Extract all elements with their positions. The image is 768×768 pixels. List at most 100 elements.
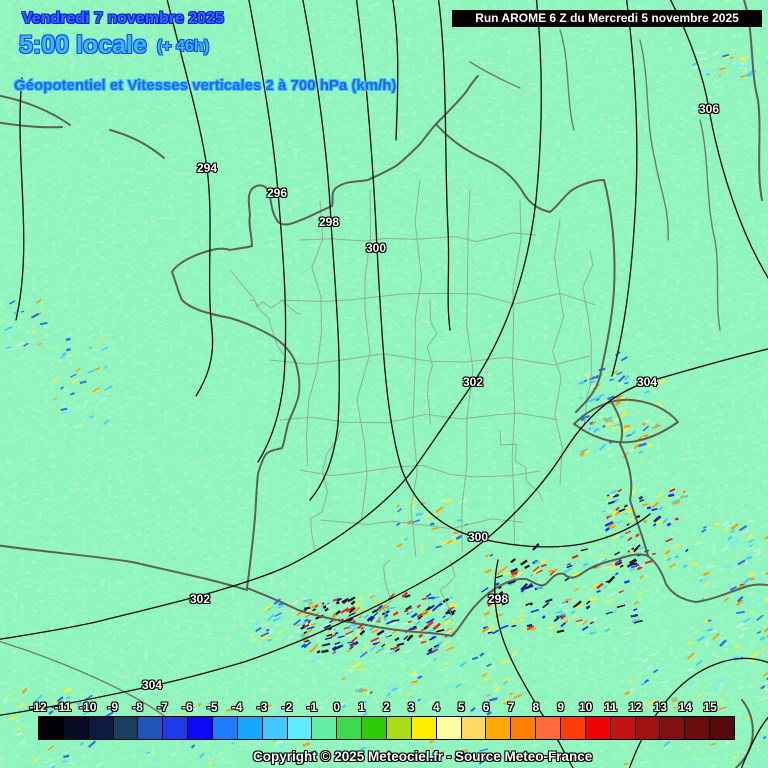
velocity-speckle	[336, 597, 342, 602]
velocity-speckle	[616, 520, 623, 524]
department-boundary	[305, 199, 324, 466]
velocity-speckle	[630, 564, 640, 569]
velocity-speckle	[644, 560, 653, 564]
colorbar-label: 15	[703, 700, 717, 714]
velocity-speckle	[688, 680, 697, 687]
velocity-speckle	[405, 711, 412, 716]
velocity-speckle	[332, 597, 340, 602]
velocity-speckle	[448, 609, 456, 615]
velocity-speckle	[591, 420, 597, 426]
velocity-speckle	[638, 680, 646, 686]
department-boundary	[269, 353, 591, 366]
velocity-speckle	[31, 330, 36, 335]
velocity-speckle	[580, 548, 588, 552]
velocity-speckle	[748, 659, 755, 662]
contour-label-298: 298	[318, 215, 340, 229]
velocity-speckle	[525, 674, 530, 678]
velocity-speckle	[304, 614, 311, 619]
velocity-speckle	[486, 663, 492, 668]
velocity-speckle	[520, 559, 528, 566]
velocity-speckle	[111, 701, 115, 704]
contour-line-298	[302, 0, 340, 501]
velocity-speckle	[392, 611, 396, 615]
velocity-speckle	[719, 682, 724, 686]
velocity-speckle	[631, 618, 637, 624]
velocity-speckle	[722, 527, 729, 532]
velocity-speckle	[16, 727, 21, 731]
velocity-speckle	[502, 677, 510, 683]
velocity-speckle	[349, 666, 355, 671]
velocity-speckle	[75, 367, 81, 373]
colorbar-label: 6	[482, 700, 490, 714]
velocity-speckle	[432, 657, 438, 661]
velocity-speckle	[691, 62, 698, 67]
velocity-speckle	[605, 580, 611, 583]
velocity-speckle	[746, 546, 754, 551]
velocity-speckle	[628, 516, 635, 522]
colorbar-cell	[635, 717, 661, 739]
velocity-speckle	[103, 418, 110, 425]
velocity-speckle	[348, 668, 355, 673]
velocity-speckle	[318, 624, 326, 630]
velocity-speckle	[696, 50, 706, 55]
velocity-speckle	[431, 645, 441, 652]
velocity-speckle	[612, 493, 620, 498]
velocity-speckle	[564, 619, 569, 624]
velocity-speckle	[306, 626, 315, 630]
velocity-speckle	[630, 613, 639, 618]
velocity-speckle	[626, 523, 630, 527]
contour-line	[740, 716, 768, 768]
velocity-speckle	[441, 750, 445, 754]
department-boundary	[299, 464, 540, 478]
velocity-speckle	[596, 582, 604, 590]
colorbar-cell	[113, 717, 139, 739]
velocity-speckle	[325, 609, 331, 615]
velocity-speckle	[589, 597, 598, 602]
velocity-speckle	[404, 656, 410, 660]
velocity-speckle	[718, 706, 727, 711]
velocity-speckle	[501, 565, 508, 572]
velocity-speckle	[604, 526, 610, 532]
velocity-speckle	[291, 609, 296, 613]
velocity-speckle	[489, 624, 494, 628]
velocity-speckle	[39, 321, 48, 326]
velocity-speckle	[669, 563, 676, 569]
velocity-speckle	[510, 574, 516, 579]
velocity-speckle	[315, 603, 323, 608]
velocity-speckle	[714, 522, 720, 527]
velocity-speckle	[739, 74, 747, 78]
velocity-speckle	[417, 675, 423, 680]
velocity-speckle	[19, 739, 26, 745]
velocity-speckle	[690, 562, 698, 567]
velocity-speckle	[604, 442, 609, 446]
velocity-speckle	[570, 610, 576, 615]
velocity-speckle	[217, 751, 224, 757]
velocity-speckle	[700, 597, 705, 601]
velocity-speckle	[82, 404, 87, 408]
velocity-speckle	[516, 570, 525, 577]
colorbar-label: 0	[333, 700, 341, 714]
velocity-speckle	[341, 704, 347, 709]
velocity-speckle	[658, 664, 662, 668]
velocity-speckle	[737, 559, 746, 566]
velocity-speckle	[710, 629, 718, 634]
velocity-speckle	[520, 583, 529, 591]
velocity-speckle	[65, 348, 71, 352]
contour-label-296: 296	[266, 186, 288, 200]
velocity-speckle	[580, 418, 586, 422]
velocity-speckle	[65, 696, 71, 700]
velocity-speckle	[564, 577, 570, 582]
velocity-speckle	[640, 760, 648, 765]
velocity-speckle	[316, 650, 321, 654]
velocity-speckle	[476, 707, 484, 714]
velocity-speckle	[595, 398, 600, 401]
velocity-speckle	[369, 616, 376, 622]
colorbar-cell	[337, 717, 363, 739]
velocity-speckle	[459, 498, 468, 504]
velocity-speckle	[719, 639, 727, 647]
velocity-speckle	[356, 751, 362, 756]
velocity-speckle	[534, 560, 540, 564]
velocity-speckle	[326, 633, 333, 637]
velocity-speckle	[585, 399, 594, 404]
velocity-speckle	[626, 416, 632, 421]
